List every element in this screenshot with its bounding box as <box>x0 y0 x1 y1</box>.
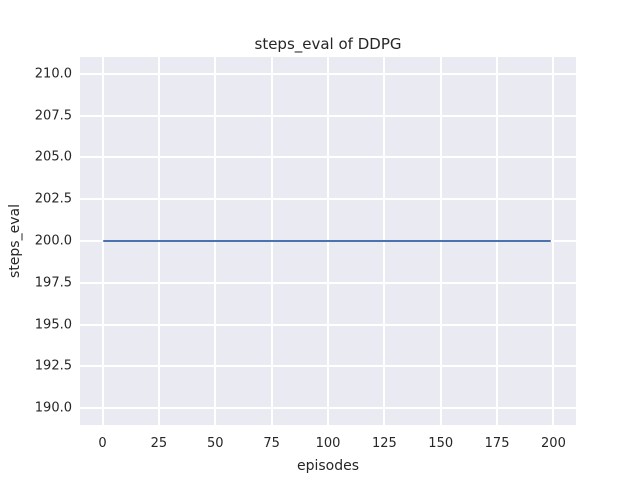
chart-title: steps_eval of DDPG <box>254 35 402 53</box>
y-gridline <box>80 281 576 284</box>
y-tick-label: 190.0 <box>34 400 72 416</box>
x-tick-label: 150 <box>428 436 454 451</box>
y-tick-label: 210.0 <box>34 66 72 82</box>
x-tick-label: 100 <box>315 436 341 451</box>
y-tick-label: 200.0 <box>34 233 72 249</box>
y-gridline <box>80 198 576 201</box>
y-gridline <box>80 156 576 159</box>
x-axis-label: episodes <box>296 458 360 474</box>
x-tick-label: 0 <box>98 436 107 451</box>
x-tick-label: 25 <box>150 436 168 451</box>
x-tick-label: 175 <box>484 436 510 451</box>
x-tick-label: 125 <box>371 436 397 451</box>
y-tick-label: 195.0 <box>34 317 72 333</box>
y-gridline <box>80 407 576 410</box>
y-gridline <box>80 365 576 368</box>
y-gridline <box>80 114 576 117</box>
x-tick-label: 200 <box>541 436 566 451</box>
series-line <box>102 240 552 242</box>
y-gridline <box>80 323 576 326</box>
y-tick-label: 192.5 <box>34 358 72 374</box>
y-tick-label: 205.0 <box>34 149 72 165</box>
x-tick-label: 50 <box>206 436 224 451</box>
y-tick-label: 207.5 <box>34 108 72 124</box>
y-gridline <box>80 72 576 75</box>
y-tick-label: 202.5 <box>34 191 72 207</box>
x-tick-label: 75 <box>263 436 280 451</box>
plot-area <box>80 57 576 425</box>
y-tick-label: 197.5 <box>34 275 72 291</box>
